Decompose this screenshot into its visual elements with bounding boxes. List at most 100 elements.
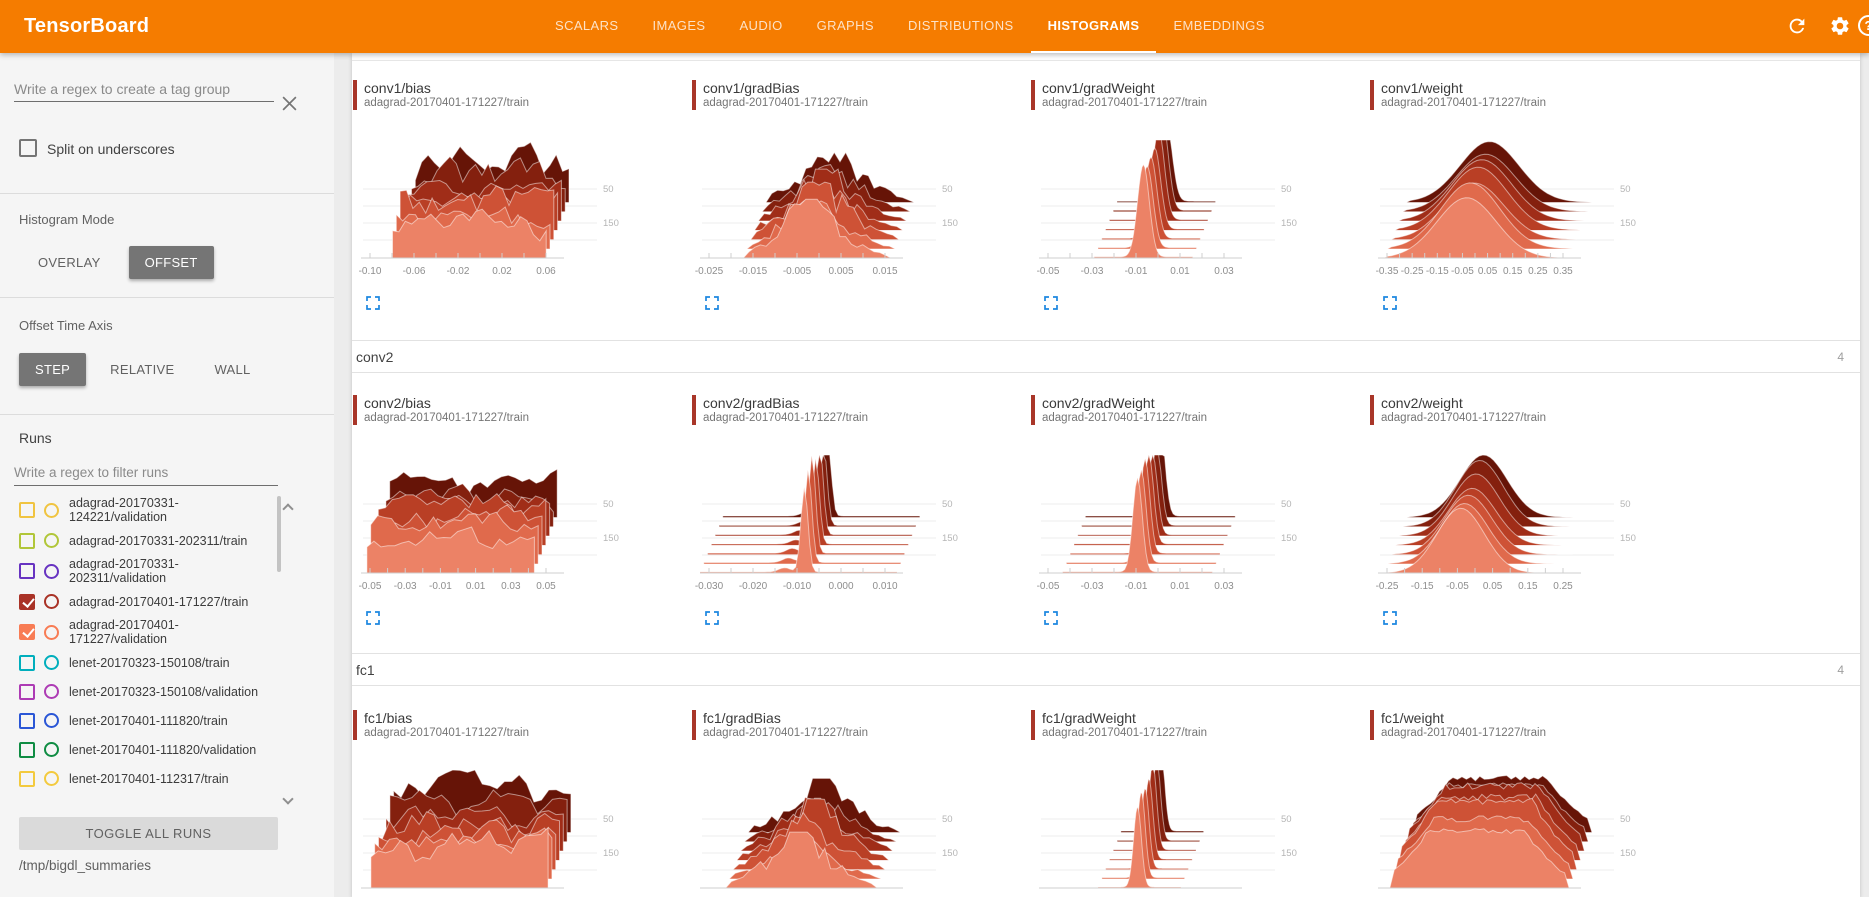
svg-text:50: 50 (603, 184, 614, 195)
run-checkbox[interactable] (19, 770, 35, 787)
run-radio-icon[interactable] (44, 771, 59, 786)
svg-text:-0.06: -0.06 (403, 266, 426, 277)
offset-time-axis-step-button[interactable]: STEP (19, 353, 87, 386)
offset-time-axis-wall-button[interactable]: WALL (214, 362, 251, 377)
expand-card-icon[interactable] (1043, 610, 1059, 626)
toggle-all-runs-button[interactable]: TOGGLE ALL RUNS (19, 817, 278, 850)
run-radio-icon[interactable] (44, 684, 59, 699)
run-checkbox[interactable] (19, 502, 35, 518)
run-radio-icon[interactable] (44, 655, 59, 670)
run-checkbox[interactable] (19, 712, 35, 729)
tab-embeddings[interactable]: EMBEDDINGS (1173, 18, 1265, 33)
help-icon[interactable]: ? (1858, 15, 1869, 36)
run-checkbox[interactable] (19, 654, 35, 671)
section-name: conv2 (356, 348, 394, 365)
expand-card-icon[interactable] (704, 610, 720, 626)
split-on-underscores-checkbox[interactable] (19, 139, 37, 157)
tab-distributions[interactable]: DISTRIBUTIONS (907, 18, 1014, 33)
card-header: conv1/weight adagrad-20170401-171227/trai… (1370, 80, 1709, 112)
card-header: conv1/gradBias adagrad-20170401-171227/tr… (692, 80, 1031, 112)
svg-text:50: 50 (1620, 814, 1631, 825)
run-item[interactable]: adagrad-20170401-171227/validation (14, 616, 286, 648)
histogram-card: conv2/bias adagrad-20170401-171227/train 5… (353, 395, 692, 631)
tab-scalars[interactable]: SCALARS (555, 18, 619, 33)
tab-graphs[interactable]: GRAPHS (816, 18, 874, 33)
section-header-conv2[interactable]: conv2 4 (352, 340, 1860, 373)
run-item[interactable]: lenet-20170401-111820/train (14, 706, 286, 735)
expand-card-icon[interactable] (365, 610, 381, 626)
runs-filter-input[interactable] (14, 460, 278, 486)
run-radio-icon[interactable] (44, 533, 59, 548)
expand-card-icon[interactable] (1043, 295, 1059, 311)
run-radio-icon[interactable] (44, 563, 59, 579)
runs-scrollbar-thumb[interactable] (277, 496, 281, 572)
svg-text:150: 150 (1620, 848, 1636, 859)
divider (0, 193, 334, 194)
section-header-fc1[interactable]: fc1 4 (352, 653, 1860, 686)
run-checkbox[interactable] (19, 532, 35, 549)
run-accent-bar (692, 395, 696, 425)
histogram-card: fc1/bias adagrad-20170401-171227/train 50 1… (353, 710, 692, 897)
run-item[interactable]: adagrad-20170331-202311/train (14, 526, 286, 555)
run-item[interactable]: adagrad-20170331-202311/validation (14, 555, 286, 587)
svg-text:-0.025: -0.025 (695, 266, 724, 277)
expand-card-icon[interactable] (704, 295, 720, 311)
tab-histograms[interactable]: HISTOGRAMS (1031, 0, 1157, 53)
main-content: conv1/bias adagrad-20170401-171227/train 5… (352, 53, 1860, 897)
tab-audio[interactable]: AUDIO (739, 18, 783, 33)
card-run-subtitle: adagrad-20170401-171227/train (703, 727, 868, 739)
run-checkbox[interactable] (19, 624, 35, 640)
svg-text:-0.10: -0.10 (359, 266, 382, 277)
run-checkbox[interactable] (19, 683, 35, 700)
card-header: conv1/gradWeight adagrad-20170401-171227/… (1031, 80, 1370, 112)
card-tag-title: fc1/gradBias (703, 710, 781, 726)
offset-time-axis-relative-button[interactable]: RELATIVE (110, 362, 175, 377)
section-name: fc1 (356, 661, 375, 678)
offset-time-axis-label: Offset Time Axis (19, 318, 113, 333)
run-radio-icon[interactable] (44, 624, 59, 640)
histogram-mode-offset-button[interactable]: OFFSET (128, 246, 214, 279)
run-item[interactable]: lenet-20170401-112317/train (14, 764, 286, 793)
run-checkbox[interactable] (19, 593, 35, 610)
svg-text:0.03: 0.03 (1214, 581, 1234, 592)
tab-images[interactable]: IMAGES (652, 18, 706, 33)
settings-gear-icon[interactable] (1829, 15, 1851, 37)
histogram-chart: 50 150 -0.05 -0.03 -0.01 0.01 0.03 (1037, 139, 1297, 277)
svg-text:0.05: 0.05 (1478, 266, 1498, 277)
histogram-chart: 50 150 (1039, 769, 1297, 889)
run-radio-icon[interactable] (44, 713, 59, 728)
histogram-card: conv2/weight adagrad-20170401-171227/trai… (1370, 395, 1709, 631)
tag-filter-input[interactable] (14, 76, 274, 102)
run-radio-icon[interactable] (44, 742, 59, 757)
run-item[interactable]: lenet-20170401-111820/validation (14, 735, 286, 764)
expand-card-icon[interactable] (365, 295, 381, 311)
svg-text:0.05: 0.05 (536, 581, 556, 592)
svg-text:-0.05: -0.05 (1037, 266, 1060, 277)
run-item[interactable]: lenet-20170323-150108/train (14, 648, 286, 677)
svg-text:150: 150 (942, 218, 958, 229)
section-card-count: 4 (1837, 349, 1844, 364)
svg-text:-0.02: -0.02 (447, 266, 470, 277)
svg-text:150: 150 (603, 533, 619, 544)
run-radio-icon[interactable] (44, 502, 59, 518)
run-checkbox[interactable] (19, 741, 35, 758)
run-item[interactable]: adagrad-20170401-171227/train (14, 587, 286, 616)
histogram-mode-label: Histogram Mode (19, 212, 115, 227)
run-item[interactable]: lenet-20170323-150108/validation (14, 677, 286, 706)
histogram-card: conv1/bias adagrad-20170401-171227/train 5… (353, 80, 692, 316)
svg-text:-0.25: -0.25 (1401, 266, 1424, 277)
run-checkbox[interactable] (19, 563, 35, 579)
run-item[interactable]: adagrad-20170331-124221/validation (14, 494, 286, 526)
svg-text:0.25: 0.25 (1528, 266, 1548, 277)
expand-card-icon[interactable] (1382, 295, 1398, 311)
card-run-subtitle: adagrad-20170401-171227/train (1042, 97, 1207, 109)
svg-text:-0.05: -0.05 (1446, 581, 1469, 592)
svg-text:150: 150 (1620, 218, 1636, 229)
clear-filter-icon[interactable] (281, 95, 298, 112)
run-radio-icon[interactable] (44, 594, 59, 609)
svg-text:0.15: 0.15 (1518, 581, 1538, 592)
card-tag-title: conv2/weight (1381, 395, 1463, 411)
refresh-icon[interactable] (1786, 15, 1808, 37)
histogram-mode-overlay-button[interactable]: OVERLAY (38, 255, 101, 270)
expand-card-icon[interactable] (1382, 610, 1398, 626)
